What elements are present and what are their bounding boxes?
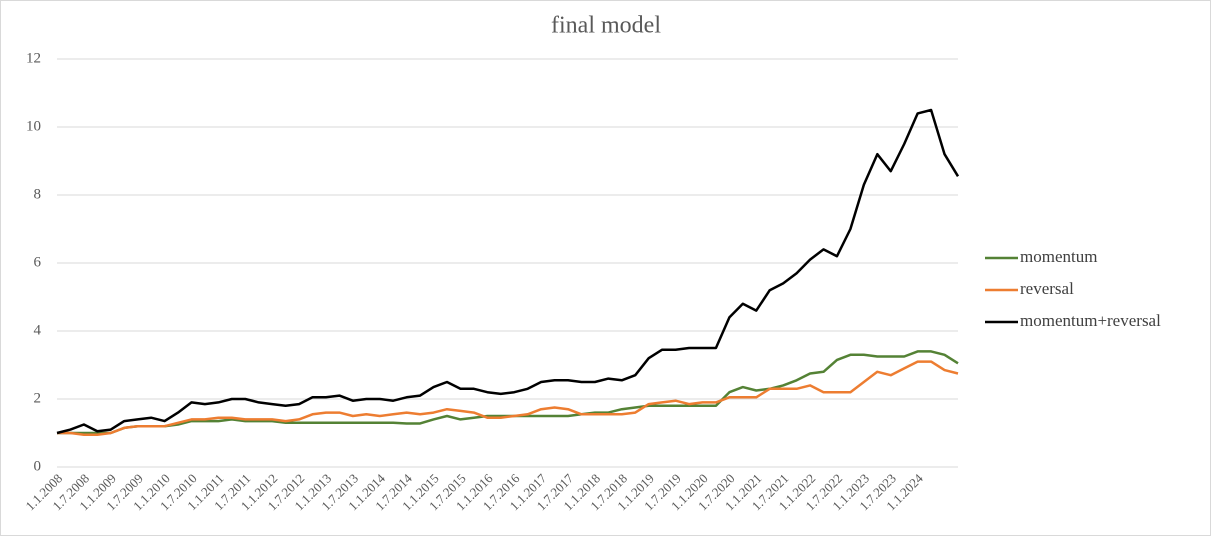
y-tick-label: 6 (34, 254, 42, 270)
y-tick-label: 10 (26, 118, 41, 134)
y-tick-label: 0 (34, 458, 42, 474)
y-tick-label: 12 (26, 50, 41, 66)
series-line (56, 108, 960, 435)
y-tick-label: 8 (34, 186, 42, 202)
y-tick-label: 2 (34, 390, 42, 406)
legend-label: momentum+reversal (1020, 311, 1161, 330)
legend-label: reversal (1020, 279, 1074, 298)
legend-label: momentum (1020, 247, 1097, 266)
series-line (57, 360, 959, 436)
chart-title: final model (551, 13, 661, 39)
y-tick-label: 4 (34, 322, 42, 338)
